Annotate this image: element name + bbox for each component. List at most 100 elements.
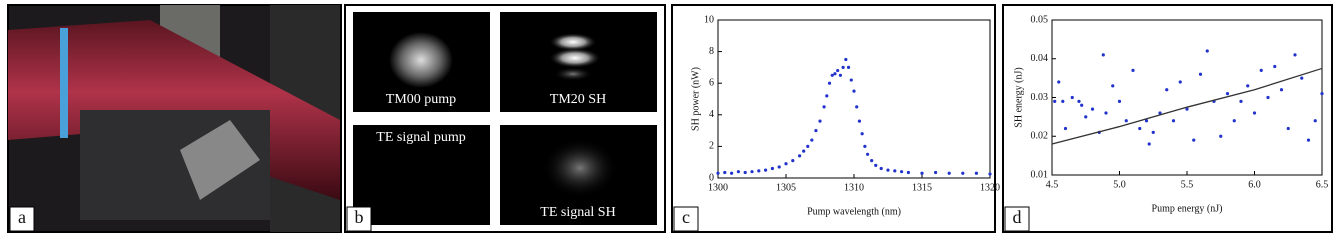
- panel-label-box: [673, 206, 699, 232]
- fit-line: [1051, 67, 1323, 145]
- data-point: [827, 81, 832, 85]
- data-point: [1151, 130, 1155, 134]
- x-tick-label: 1315: [912, 182, 932, 193]
- data-point: [961, 171, 965, 175]
- data-point: [1185, 107, 1189, 111]
- chart-panel: [1002, 4, 1333, 233]
- data-point: [1061, 99, 1065, 103]
- data-point: [822, 105, 826, 109]
- data-point: [1077, 99, 1081, 103]
- data-point: [863, 144, 867, 148]
- data-point: [806, 144, 810, 148]
- x-tick-label: 1305: [776, 182, 796, 193]
- x-tick-label: 1310: [844, 182, 864, 193]
- data-point: [1147, 142, 1151, 146]
- data-point: [920, 171, 924, 175]
- data-point: [716, 171, 720, 175]
- data-point: [1246, 84, 1250, 88]
- data-point: [777, 165, 781, 169]
- data-point: [1165, 88, 1169, 92]
- mode-panel: TM00 pump TM20 SH TE signal pump TE sign…: [344, 4, 666, 233]
- y-tick-label: 0.01: [1031, 169, 1049, 180]
- data-point: [1053, 99, 1057, 103]
- data-point: [830, 73, 834, 77]
- data-point: [1286, 126, 1290, 131]
- data-point: [849, 78, 853, 82]
- data-point: [764, 168, 768, 172]
- data-point: [810, 138, 814, 142]
- data-point: [723, 170, 727, 175]
- image-caption: TM00 pump: [386, 92, 456, 107]
- data-point: [838, 73, 843, 77]
- data-point: [866, 152, 870, 156]
- data-point: [791, 159, 795, 163]
- data-point: [1080, 103, 1084, 107]
- data-point: [743, 170, 747, 175]
- data-point: [1090, 107, 1095, 111]
- data-point: [1306, 138, 1311, 142]
- chart-panel: [671, 4, 996, 233]
- data-point: [852, 89, 856, 93]
- y-axis-label: SH power (nW): [690, 67, 701, 131]
- x-axis-label: Pump wavelength (nm): [807, 206, 901, 217]
- data-point: [1101, 53, 1105, 57]
- data-point: [1178, 80, 1182, 84]
- data-point: [1171, 119, 1176, 123]
- data-point: [1266, 95, 1270, 100]
- data-point: [1192, 138, 1196, 142]
- data-point: [1205, 49, 1209, 53]
- y-tick-label: 4: [709, 109, 714, 120]
- x-tick-label: 1300: [708, 182, 728, 193]
- data-point: [802, 149, 806, 153]
- y-tick-label: 10: [704, 14, 714, 25]
- panel-label: a: [18, 207, 26, 227]
- x-tick-label: 4.5: [1046, 179, 1059, 190]
- data-point: [1084, 115, 1088, 119]
- data-point: [1117, 99, 1122, 103]
- data-point: [757, 169, 761, 173]
- data-point: [814, 129, 818, 133]
- data-point: [833, 72, 837, 76]
- x-axis-label: Pump energy (nJ): [1152, 203, 1223, 214]
- data-point: [841, 65, 845, 69]
- y-tick-label: 0.04: [1031, 53, 1049, 64]
- x-tick-label: 5.5: [1181, 179, 1194, 190]
- photo-panel: a: [7, 4, 342, 233]
- data-point: [836, 68, 840, 73]
- data-point: [860, 132, 864, 136]
- image-caption: TM20 SH: [550, 92, 606, 107]
- data-point: [798, 154, 802, 158]
- data-point: [857, 119, 862, 123]
- data-point: [1293, 53, 1297, 57]
- panel-label: b: [355, 207, 364, 227]
- data-point: [1225, 92, 1230, 96]
- data-point: [750, 170, 754, 174]
- data-point: [874, 163, 878, 167]
- x-tick-label: 6.0: [1248, 179, 1261, 190]
- data-point: [1320, 92, 1324, 96]
- data-point: [1252, 111, 1257, 115]
- data-point: [906, 170, 911, 175]
- image-caption: TE signal SH: [540, 205, 615, 220]
- y-tick-label: 0: [709, 172, 714, 183]
- data-point: [974, 171, 979, 175]
- data-point: [934, 170, 938, 175]
- data-point: [1070, 95, 1074, 100]
- data-point: [947, 171, 951, 175]
- data-point: [1239, 99, 1243, 103]
- data-point: [879, 166, 883, 171]
- data-point: [1279, 88, 1284, 92]
- data-point: [1232, 119, 1236, 123]
- data-point: [1124, 119, 1128, 123]
- data-point: [1057, 80, 1061, 84]
- data-point: [730, 171, 734, 175]
- y-tick-label: 0.03: [1031, 92, 1049, 103]
- x-tick-label: 1320: [980, 182, 1000, 193]
- y-tick-label: 8: [709, 46, 714, 57]
- y-tick-label: 2: [709, 141, 714, 152]
- x-tick-label: 5.0: [1113, 179, 1126, 190]
- data-point: [1300, 76, 1304, 80]
- y-axis-label: SH energy (nJ): [1013, 67, 1024, 127]
- y-tick-label: 0.02: [1031, 131, 1049, 142]
